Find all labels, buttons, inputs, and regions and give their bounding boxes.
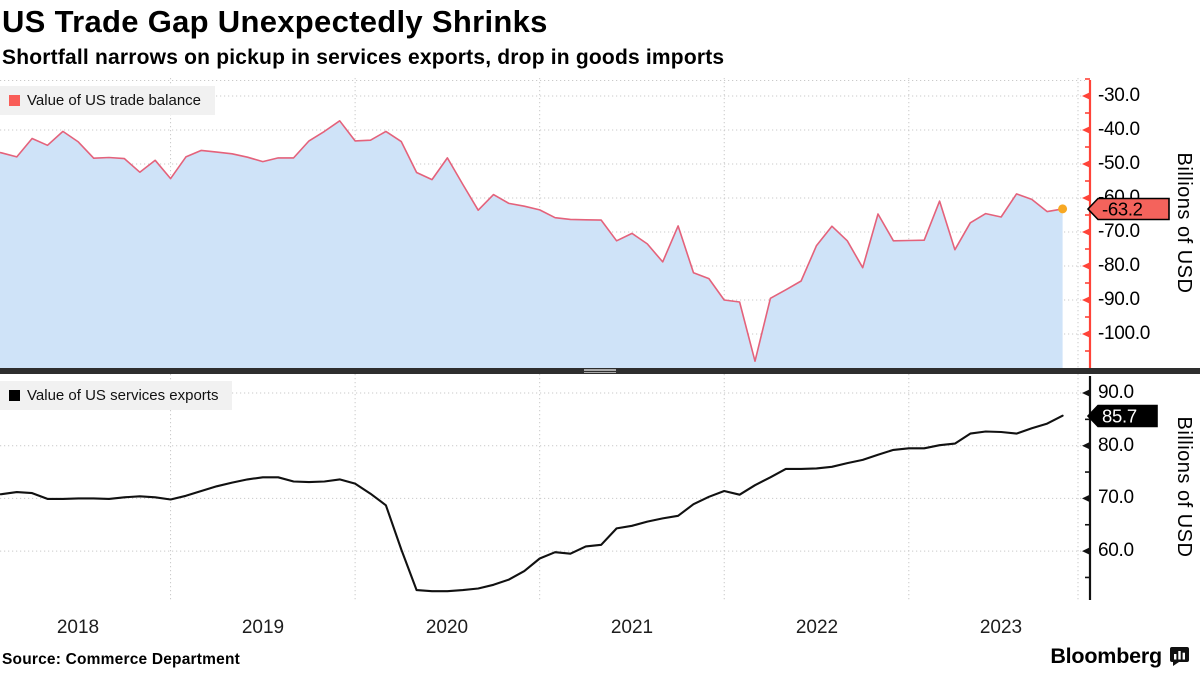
bloomberg-chart-bubble-icon [1170,647,1189,666]
major-tick-arrow-icon [1082,296,1090,304]
major-tick-arrow-icon [1082,126,1090,134]
y-tick-label: -30.0 [1098,85,1140,106]
y-tick-label: -100.0 [1098,323,1151,344]
x-tick-label: 2022 [795,617,839,638]
major-tick-arrow-icon [1082,160,1090,168]
divider-drag-handle[interactable] [584,371,616,373]
major-tick-arrow-icon [1082,547,1090,555]
x-tick-label: 2023 [979,617,1023,638]
page-title: US Trade Gap Unexpectedly Shrinks [2,4,548,39]
y-tick-label: -50.0 [1098,153,1140,174]
y-axis-trade-balance [1082,78,1092,368]
divider-drag-handle[interactable] [584,369,616,371]
x-tick-label: 2018 [56,617,100,638]
trade-balance-chart [0,78,1085,368]
legend-label: Value of US services exports [27,387,219,404]
x-tick-label: 2021 [610,617,654,638]
bloomberg-logo: Bloomberg [1050,644,1190,669]
latest-value-badge-services: 85.7 [1087,404,1158,428]
y-tick-label: 70.0 [1098,487,1134,509]
y-tick-label: -80.0 [1098,255,1140,276]
bloomberg-wordmark: Bloomberg [1050,644,1162,668]
x-tick-label: 2019 [241,617,285,638]
trade-balance-area [0,120,1063,368]
latest-point-marker [1058,204,1068,214]
source-label: Source: Commerce Department [2,651,240,668]
legend-trade-balance: Value of US trade balance [0,86,216,115]
y-tick-label: 80.0 [1098,434,1134,456]
y-tick-label: -40.0 [1098,119,1140,140]
legend-swatch-black-icon [9,390,20,401]
services-exports-chart [0,374,1085,600]
y-tick-label: 60.0 [1098,540,1134,562]
major-tick-arrow-icon [1082,228,1090,236]
major-tick-arrow-icon [1082,330,1090,338]
y-axis-title-top: Billions of USD [1173,152,1195,294]
latest-value-text: -63.2 [1102,199,1143,220]
services-exports-line [0,414,1064,593]
latest-value-text: 85.7 [1102,406,1137,427]
legend-label: Value of US trade balance [27,92,202,109]
major-tick-arrow-icon [1082,441,1090,450]
y-axis-title-bottom: Billions of USD [1173,416,1195,558]
major-tick-arrow-icon [1082,262,1090,270]
legend-swatch-red-icon [9,95,20,106]
y-tick-label: -90.0 [1098,289,1140,310]
major-tick-arrow-icon [1082,389,1090,397]
panel-divider[interactable] [0,368,1200,374]
major-tick-arrow-icon [1082,92,1090,100]
page-subtitle: Shortfall narrows on pickup in services … [2,46,725,69]
legend-services-exports: Value of US services exports [0,381,233,410]
trade-balance-line [0,119,1064,363]
x-tick-label: 2020 [425,617,469,638]
major-tick-arrow-icon [1082,494,1090,503]
y-tick-label: 90.0 [1098,382,1134,403]
major-tick-arrow-icon [1082,194,1090,202]
latest-value-badge-trade: -63.2 [1087,197,1170,221]
y-tick-label: -70.0 [1098,221,1140,242]
